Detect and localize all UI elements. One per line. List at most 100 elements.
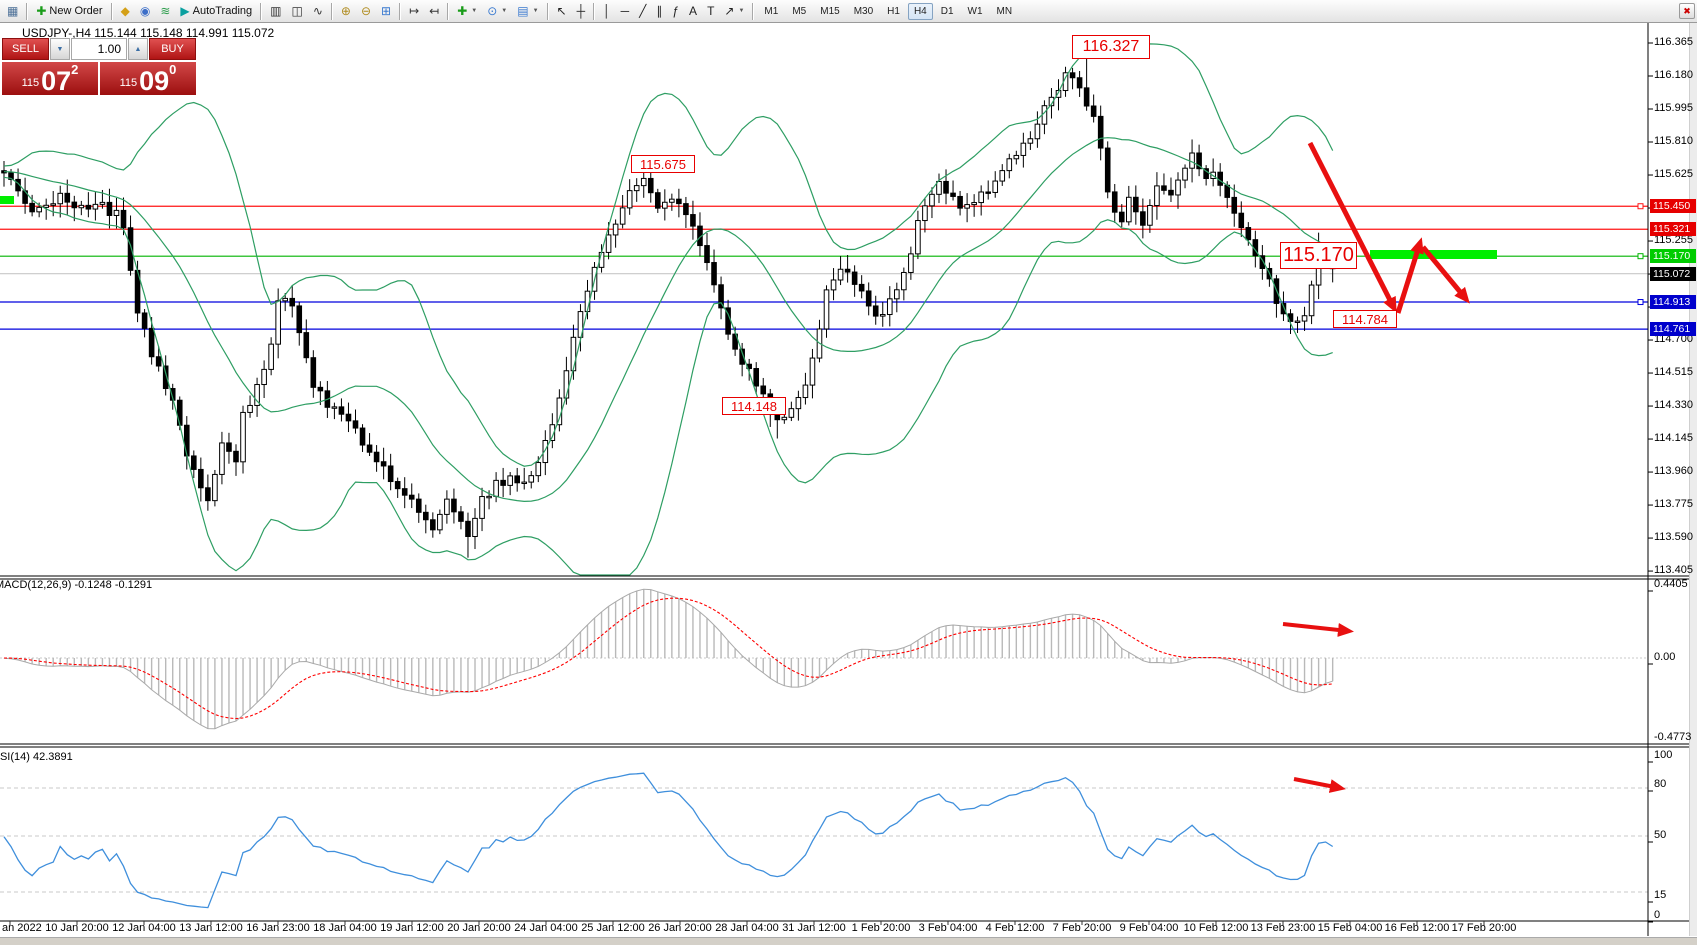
zoom-in-button[interactable]: ⊕ — [336, 1, 356, 22]
price-axis-tick: 116.180 — [1654, 69, 1693, 81]
rsi-label: RSI(14) 42.3891 — [0, 751, 73, 763]
price-badge-115.170: 115.170 — [1650, 249, 1696, 264]
timeframe-mn-button[interactable]: MN — [996, 5, 1013, 17]
chart-window: USDJPY-,H4 115.144 115.148 114.991 115.0… — [0, 22, 1697, 945]
buy-price-prefix: 115 — [119, 77, 138, 89]
green-level-band — [0, 196, 14, 204]
indicators-button[interactable]: ✚ ▼ — [452, 1, 482, 22]
right-scroll-strip[interactable] — [1689, 22, 1697, 936]
macd-axis-tick: 0.4405 — [1654, 578, 1688, 590]
indicators-icon: ✚ — [457, 4, 468, 18]
timeframe-m1-button[interactable]: M1 — [764, 5, 779, 17]
time-axis-label: 19 Jan 12:00 — [380, 922, 444, 934]
auto-scroll-button[interactable]: ↦ — [404, 1, 424, 22]
price-axis-tick: 113.405 — [1654, 564, 1693, 577]
autotrading-label: AutoTrading — [192, 5, 253, 17]
price-axis-tick: 113.590 — [1654, 531, 1693, 544]
price-axis-tick: 113.775 — [1654, 498, 1693, 511]
new-order-button[interactable]: ✚ New Order — [31, 1, 107, 22]
horizontal-line-button[interactable]: ─ — [616, 1, 635, 22]
signals-button[interactable]: ≋ — [155, 1, 175, 22]
autotrading-button[interactable]: ▶ AutoTrading — [175, 1, 257, 22]
toolbar-separator — [593, 2, 596, 20]
time-axis-label: 24 Jan 04:00 — [514, 922, 578, 934]
templates-button[interactable]: ▤ ▼ — [512, 1, 543, 22]
price-chart-canvas[interactable] — [0, 22, 1697, 944]
cursor-icon: ↖ — [556, 4, 567, 18]
price-annotation-box[interactable]: 116.327 — [1072, 35, 1150, 59]
price-annotation-box[interactable]: 115.170 — [1280, 242, 1357, 269]
price-annotation-box[interactable]: 114.148 — [722, 397, 786, 415]
buy-price-display[interactable]: 115 09 0 — [100, 62, 196, 95]
time-axis-label: 25 Jan 12:00 — [581, 922, 645, 934]
sell-price-prefix: 115 — [21, 77, 40, 89]
time-axis-label: 13 Jan 12:00 — [179, 922, 243, 934]
zoom-out-button[interactable]: ⊖ — [356, 1, 376, 22]
fibonacci-button[interactable]: ƒ — [667, 1, 684, 22]
price-axis-tick: 115.995 — [1654, 102, 1693, 114]
red-annotation-arrow — [1293, 777, 1346, 793]
volume-decrease-button[interactable]: ▼ — [50, 38, 70, 60]
trendline-button[interactable]: ╱ — [634, 1, 651, 22]
equidistant-channel-button[interactable]: ∥ — [651, 1, 667, 22]
macd-layer — [0, 588, 1648, 730]
timeframe-d1-button[interactable]: D1 — [940, 5, 954, 17]
rsi-axis-tick: 80 — [1654, 778, 1667, 790]
rsi-axis-tick: 15 — [1654, 889, 1667, 901]
text-icon: A — [689, 4, 698, 18]
candlestick-mode-icon: ◫ — [291, 4, 303, 18]
horizontal-line-icon: ─ — [620, 4, 630, 18]
chart-window-button[interactable]: ▦ — [2, 1, 23, 22]
text-label-button[interactable]: T — [702, 1, 719, 22]
toolbar: ▦ ✚ New Order ◆ ◉ ≋ ▶ AutoTrading ▥ ◫ ∿ ⊕ ⊖ ⊞ ↦ ↤ ✚ ▼ ⊙ ▼ ▤ ▼… — [0, 0, 1697, 23]
price-axis-tick: 114.515 — [1654, 366, 1693, 379]
buy-button[interactable]: BUY — [149, 38, 196, 60]
bar-chart-mode-button[interactable]: ▥ — [265, 1, 286, 22]
crosshair-icon: ┼ — [576, 4, 586, 18]
candlestick-mode-button[interactable]: ◫ — [286, 1, 307, 22]
chevron-down-icon: ▼ — [501, 8, 508, 14]
timeframe-h4-button[interactable]: H4 — [907, 2, 933, 20]
close-button[interactable]: ✖ — [1679, 3, 1695, 19]
buy-price-sup: 0 — [169, 62, 177, 77]
volume-input[interactable]: 1.00 — [71, 38, 127, 60]
price-axis-tick: 114.145 — [1654, 432, 1693, 445]
line-chart-mode-button[interactable]: ∿ — [308, 1, 328, 22]
annotation-arrows-layer — [0, 141, 1497, 793]
sell-button[interactable]: SELL — [2, 38, 49, 60]
time-axis-label: 13 Feb 23:00 — [1250, 922, 1316, 934]
periods-button[interactable]: ⊙ ▼ — [482, 1, 512, 22]
toolbar-separator — [330, 2, 333, 20]
bottom-scroll-strip[interactable] — [0, 937, 1697, 945]
sell-price-big: 07 — [41, 66, 72, 97]
timeframe-h1-button[interactable]: H1 — [887, 5, 900, 17]
price-annotation-box[interactable]: 115.675 — [631, 155, 695, 173]
time-axis-label: 16 Feb 12:00 — [1384, 922, 1450, 934]
rsi-axis-tick: 50 — [1654, 829, 1667, 841]
toolbar-separator — [110, 2, 113, 20]
tile-windows-button[interactable]: ⊞ — [376, 1, 396, 22]
crosshair-button[interactable]: ┼ — [572, 1, 591, 22]
arrows-tool-button[interactable]: ↗ ▼ — [719, 1, 749, 22]
deposit-button[interactable]: ◆ — [116, 1, 135, 22]
timeframe-m15-button[interactable]: M15 — [820, 5, 840, 17]
expert-advisors-button[interactable]: ◉ — [135, 1, 155, 22]
timeframe-m5-button[interactable]: M5 — [792, 5, 807, 17]
price-axis-tick: 113.960 — [1654, 465, 1693, 478]
chart-shift-button[interactable]: ↤ — [424, 1, 444, 22]
time-axis-label: 9 Feb 04:00 — [1119, 922, 1179, 934]
price-annotation-box[interactable]: 114.784 — [1333, 310, 1397, 328]
price-badge-114.913: 114.913 — [1650, 295, 1696, 310]
timeframe-m30-button[interactable]: M30 — [853, 5, 874, 17]
periods-icon: ⊙ — [487, 4, 498, 18]
vertical-line-button[interactable]: │ — [598, 1, 616, 22]
new-order-icon: ✚ — [36, 4, 47, 18]
cursor-button[interactable]: ↖ — [552, 1, 572, 22]
macd-axis-tick: -0.4773 — [1654, 731, 1692, 743]
trendline-icon: ╱ — [639, 4, 647, 18]
volume-increase-button[interactable]: ▲ — [128, 38, 148, 60]
toolbar-separator — [260, 2, 263, 20]
text-button[interactable]: A — [684, 1, 702, 22]
sell-price-display[interactable]: 115 07 2 — [2, 62, 98, 95]
timeframe-w1-button[interactable]: W1 — [967, 5, 983, 17]
